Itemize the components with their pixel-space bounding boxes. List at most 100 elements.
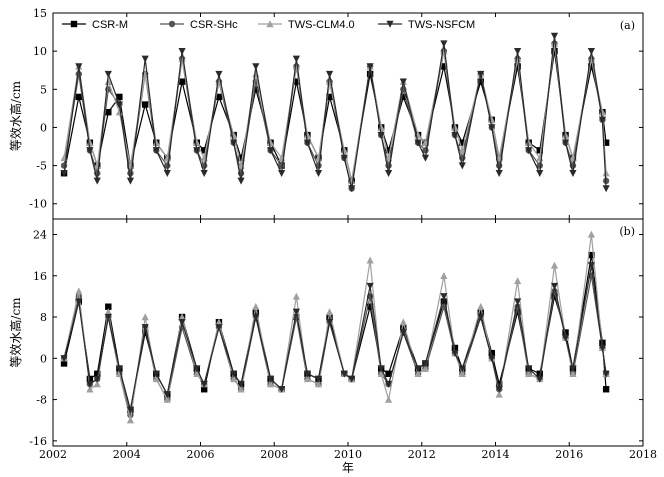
- panel-0-series-3-point-4: [104, 70, 112, 78]
- panel-1-series-2-point-42: [569, 369, 577, 377]
- panel-0-tag: (a): [620, 19, 635, 32]
- panel-0-series-2-point-16: [252, 70, 260, 78]
- panel-0-series-2-point-45: [602, 169, 610, 177]
- panel-0-series-3-point-38: [525, 147, 533, 155]
- panel-0-series-3-point-44: [598, 116, 607, 124]
- panel-1-series-2-point-31: [440, 271, 448, 279]
- panel-0-series-3-point-10: [178, 47, 186, 55]
- panel-1-series-3-point-22: [325, 318, 334, 326]
- panel-1-series-2-point-6: [126, 416, 135, 424]
- panel-0-series-3-point-24: [348, 185, 356, 193]
- panel-0-series-3-point-15: [237, 177, 245, 185]
- panel-0-series-0-point-16: [252, 86, 260, 93]
- panel-1-series-3-point-30: [421, 360, 430, 368]
- panel-0-series-2-point-20: [303, 131, 312, 139]
- panel-0-series-1-point-6: [127, 170, 134, 177]
- panel-0-ytick-label-1: -5: [36, 160, 47, 173]
- panel-1-series-0-point-4: [105, 303, 112, 310]
- panel-1-series-2-point-25: [366, 256, 374, 264]
- panel-0-series-3-point-2: [86, 147, 94, 155]
- panel-1-series-2-point-27: [384, 395, 393, 403]
- legend-marker-2: [266, 20, 274, 28]
- panel-1-series-3-point-5: [115, 365, 123, 373]
- panel-0-series-line-3: [63, 35, 607, 189]
- panel-0-series-0-point-22: [326, 93, 333, 101]
- panel-1-series-3-point-41: [561, 334, 570, 342]
- panel-1-series-line-3: [63, 265, 607, 411]
- panel-0-series-3-point-8: [152, 147, 160, 155]
- panel-0-series-3-point-37: [514, 47, 522, 55]
- panel-1-series-2-point-33: [458, 369, 466, 377]
- panel-0-ylabel: 等效水高/cm: [8, 80, 23, 151]
- panel-1-series-3-point-4: [104, 313, 112, 321]
- panel-1-series-3-point-16: [252, 313, 260, 321]
- xtick-label-4: 2010: [334, 448, 362, 461]
- panel-1-series-3-point-33: [458, 365, 466, 373]
- panel-1-series-2-point-37: [514, 277, 522, 285]
- panel-1-series-2-point-17: [266, 380, 275, 388]
- panel-1-series-2-point-3: [93, 380, 101, 388]
- panel-0-series-1-point-1: [75, 70, 83, 78]
- panel-0-series-3-point-41: [561, 139, 570, 147]
- xtick-label-8: 2018: [629, 448, 657, 461]
- panel-0-series-3-point-40: [550, 32, 559, 40]
- panel-1-series-3-point-11: [193, 365, 201, 373]
- panel-0-series-3-point-31: [440, 40, 448, 48]
- panel-0-series-3-point-43: [587, 47, 595, 55]
- panel-1-ytick-label-0: -16: [29, 435, 47, 448]
- panel-1-series-3-point-12: [200, 380, 208, 388]
- panel-0-series-0-point-19: [293, 78, 300, 85]
- panel-0-series-0-point-39: [536, 147, 543, 154]
- panel-0-series-3-point-0: [60, 170, 68, 178]
- panel-1-series-0-point-2: [86, 375, 94, 383]
- panel-0-series-3-point-3: [93, 177, 101, 185]
- panel-0-series-2-point-38: [525, 138, 533, 146]
- panel-0-series-3-point-9: [163, 170, 171, 178]
- panel-1-series-3-point-44: [598, 344, 607, 352]
- panel-1-series-3-point-42: [569, 365, 577, 373]
- panel-0-series-3-point-18: [278, 170, 286, 178]
- panel-0-series-0-point-37: [514, 63, 521, 70]
- panel-1-series-3-point-25: [366, 282, 374, 290]
- legend-marker-3: [386, 20, 394, 28]
- legend-label-2: TWS-CLM4.0: [288, 19, 355, 31]
- panel-0-series-2-point-41: [561, 131, 570, 139]
- panel-1-series-0-point-45: [602, 386, 610, 393]
- panel-0-series-0-point-12: [200, 147, 208, 154]
- legend-marker-1: [168, 20, 176, 28]
- panel-1-series-0-point-27: [385, 370, 392, 377]
- panel-1-series-3-point-34: [477, 313, 485, 321]
- panel-1-series-0-point-40: [551, 293, 558, 300]
- panel-0-series-3-point-23: [340, 154, 348, 162]
- panel-1-series-3-point-2: [86, 380, 94, 388]
- panel-1-series-3-point-20: [303, 370, 312, 378]
- panel-1-series-2-point-43: [587, 230, 595, 238]
- panel-1-ytick-label-1: -8: [36, 394, 47, 407]
- panel-0-series-3-point-39: [536, 170, 544, 178]
- panel-0-series-3-point-36: [495, 170, 503, 178]
- panel-1-series-3-point-1: [75, 298, 83, 306]
- panel-0-series-0-point-15: [237, 154, 245, 162]
- panel-1-series-2-point-16: [252, 302, 260, 310]
- panel-0-series-3-point-7: [141, 55, 149, 63]
- panel-1-series-2-point-9: [163, 395, 171, 403]
- xtick-label-2: 2006: [187, 448, 215, 461]
- panel-0-series-0-point-45: [602, 139, 610, 146]
- panel-1-tag: (b): [619, 225, 635, 238]
- panel-1-series-2-point-28: [399, 318, 407, 326]
- panel-1-frame: [52, 218, 644, 447]
- panel-1-series-0-point-34: [477, 308, 484, 316]
- panel-0-series-2-point-8: [152, 138, 160, 146]
- panel-1-series-3-point-18: [278, 386, 286, 394]
- panel-0-ytick-label-2: 0: [40, 121, 47, 134]
- panel-1-series-0-point-22: [326, 313, 333, 321]
- xtick-label-3: 2008: [260, 448, 288, 461]
- panel-0-series-2-point-4: [104, 77, 112, 85]
- panel-0-series-2-point-33: [458, 146, 466, 154]
- panel-1-series-0-point-35: [488, 349, 496, 357]
- panel-1-series-0-point-43: [588, 251, 595, 259]
- panel-1-series-2-point-29: [414, 369, 422, 377]
- panel-0-series-1-point-0: [60, 162, 68, 169]
